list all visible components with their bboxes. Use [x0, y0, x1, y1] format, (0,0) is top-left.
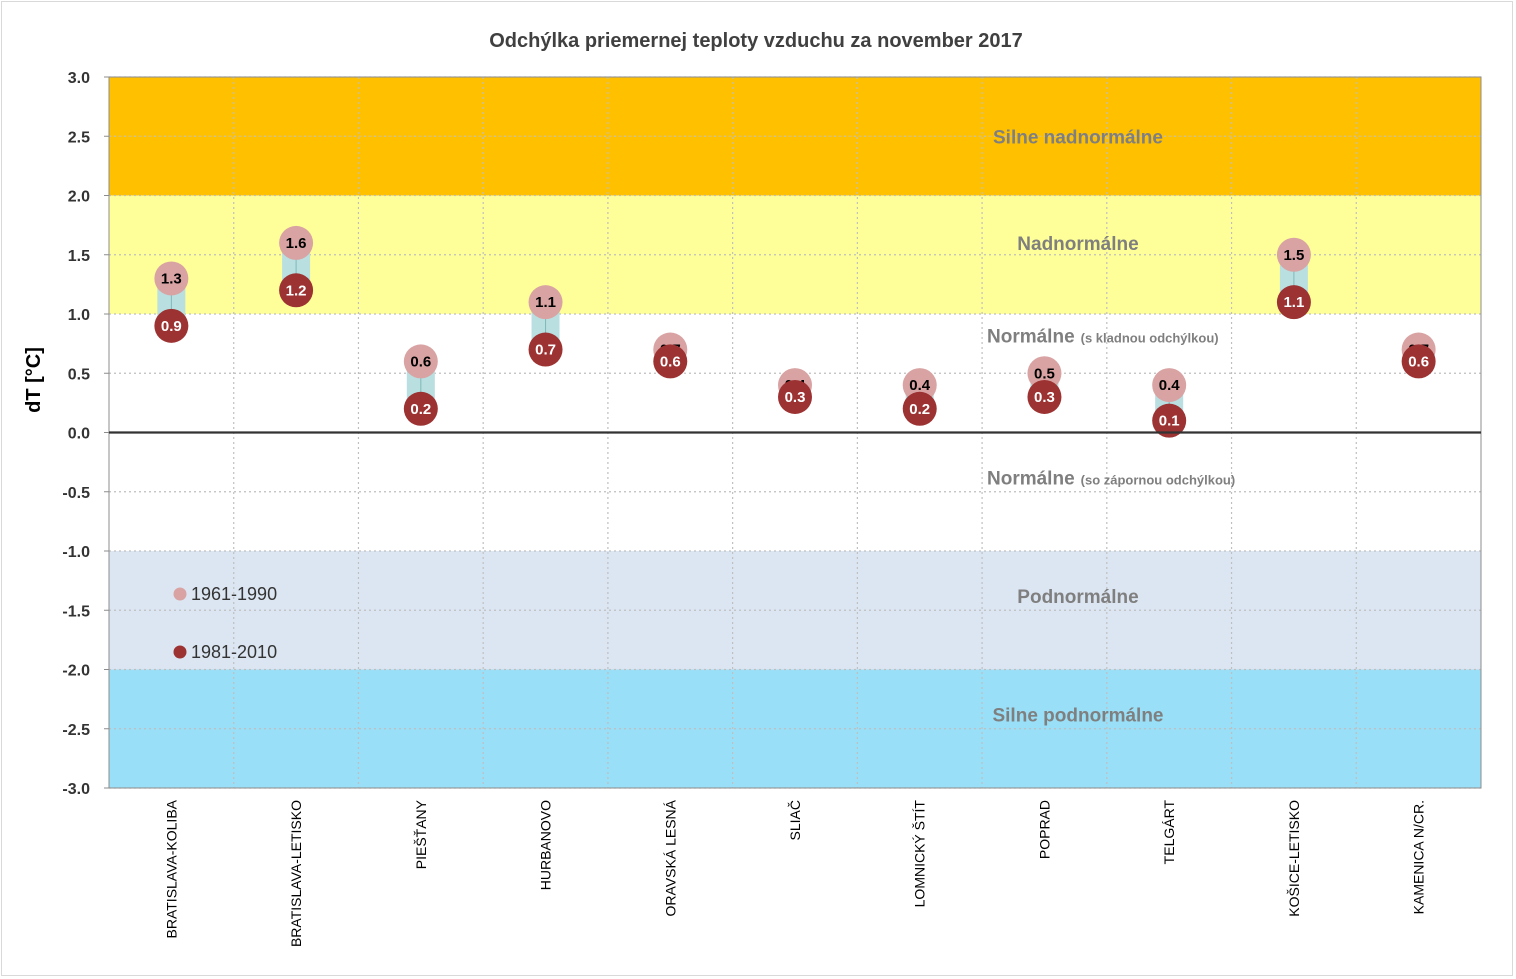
band-note-normalne-kladna: (s kladnou odchýlkou)	[1081, 330, 1219, 345]
y-tick-label: -1.0	[62, 544, 90, 561]
value-label-1961-1990: 1.6	[286, 235, 307, 252]
value-label-1961-1990: 0.4	[909, 377, 931, 394]
value-label-1981-2010: 0.3	[785, 389, 806, 406]
value-label-1981-2010: 1.2	[286, 282, 307, 299]
band-label-silne-podnormalne: Silne podnormálne	[992, 706, 1163, 727]
value-label-1981-2010: 0.9	[161, 318, 182, 335]
value-label-1981-2010: 0.7	[535, 342, 556, 359]
point-1981-2010	[653, 344, 688, 379]
band-note-normalne-zaporna: (so zápornou odchýlkou)	[1081, 473, 1236, 488]
value-label-1981-2010: 0.1	[1159, 413, 1180, 430]
y-tick-label: -1.5	[62, 603, 90, 620]
point-1961-1990	[528, 285, 563, 320]
point-1981-2010	[1027, 379, 1062, 414]
point-1961-1990	[154, 261, 189, 296]
x-category-label: LOMNICKÝ ŠTÍT	[912, 800, 928, 908]
point-1981-2010	[279, 273, 314, 308]
legend-label-1981-2010: 1981-2010	[191, 642, 277, 662]
y-tick-label: 1.5	[68, 248, 90, 265]
x-category-label: HURBANOVO	[538, 800, 554, 890]
band-label-nadnormalne: Nadnormálne	[1017, 234, 1138, 255]
chart-title: Odchýlka priemernej teploty vzduchu za n…	[489, 30, 1023, 52]
axes-layer: 3.0 2.5 2.0 1.5 1.0 0.5 0.0 -0.5 -1.0 -1.5 -2.0 -2.…	[62, 70, 1482, 947]
point-1961-1990	[279, 225, 314, 260]
value-label-1981-2010: 0.2	[909, 401, 930, 418]
value-label-1961-1990: 1.5	[1283, 247, 1304, 264]
value-label-1981-2010: 1.1	[1283, 294, 1304, 311]
x-category-label: KOŠICE-LETISKO	[1286, 800, 1302, 917]
value-label-1961-1990: 1.3	[161, 270, 182, 287]
point-1981-2010	[778, 379, 812, 414]
band-label-silne-nadnormalne: Silne nadnormálne	[993, 127, 1163, 148]
point-1961-1990	[902, 368, 937, 403]
y-axis-label: dT [°C]	[23, 347, 45, 413]
y-tick-label: -3.0	[62, 781, 90, 798]
x-category-label: ORAVSKÁ LESNÁ	[662, 799, 678, 916]
band-label-normalne-zaporna: Normálne (so zápornou odchýlkou)	[987, 469, 1235, 490]
point-1961-1990	[403, 344, 438, 379]
y-tick-label: 2.5	[68, 129, 90, 146]
points-layer: 1.31.60.61.10.70.40.40.50.41.50.70.91.20…	[154, 225, 1436, 438]
legend-marker-1961-1990	[173, 587, 187, 601]
point-1981-2010	[528, 332, 563, 367]
y-tick-label: 2.0	[68, 189, 90, 206]
legend-marker-1981-2010	[173, 645, 187, 659]
point-1981-2010	[1401, 344, 1436, 379]
value-label-1981-2010: 0.2	[410, 401, 431, 418]
y-tick-label: -2.5	[62, 722, 90, 739]
x-category-label: KAMENICA N/CR.	[1411, 800, 1427, 914]
value-label-1981-2010: 0.3	[1034, 389, 1055, 406]
y-tick-label: 3.0	[68, 70, 90, 87]
bands-layer	[109, 77, 1481, 788]
legend: 1961-1990 1981-2010	[173, 584, 277, 662]
band-label-podnormalne: Podnormálne	[1017, 587, 1138, 608]
point-1961-1990	[1152, 368, 1187, 403]
point-1981-2010	[902, 391, 937, 426]
x-category-label: PIEŠŤANY	[413, 799, 429, 869]
y-tick-label: 0.0	[68, 426, 90, 443]
x-category-label: POPRAD	[1036, 800, 1052, 859]
y-tick-label: -0.5	[62, 485, 90, 502]
point-1961-1990	[1027, 356, 1062, 391]
legend-label-1961-1990: 1961-1990	[191, 584, 277, 604]
point-1981-2010	[1152, 403, 1187, 438]
y-tick-label: -2.0	[62, 663, 90, 680]
value-label-1981-2010: 0.6	[1408, 353, 1429, 370]
x-category-label: BRATISLAVA-LETISKO	[288, 800, 304, 947]
x-category-label: TELGÁRT	[1161, 800, 1177, 865]
band-label-normalne-kladna: Normálne (s kladnou odchýlkou)	[987, 326, 1219, 347]
point-1981-2010	[154, 308, 189, 343]
value-label-1961-1990: 1.1	[535, 294, 556, 311]
value-label-1961-1990: 0.4	[1159, 377, 1181, 394]
value-label-1981-2010: 0.6	[660, 353, 681, 370]
y-tick-label: 0.5	[68, 366, 90, 383]
band-labels-layer: Silne nadnormálne Nadnormálne Normálne (s k…	[987, 127, 1235, 726]
value-label-1961-1990: 0.6	[410, 353, 431, 370]
x-category-label: SLIAČ	[787, 800, 803, 840]
point-1981-2010	[403, 391, 438, 426]
point-1981-2010	[1276, 285, 1311, 320]
y-tick-label: 1.0	[68, 307, 90, 324]
x-category-label: BRATISLAVA-KOLIBA	[163, 799, 179, 938]
value-label-1961-1990: 0.5	[1034, 365, 1055, 382]
point-1961-1990	[1276, 237, 1311, 272]
